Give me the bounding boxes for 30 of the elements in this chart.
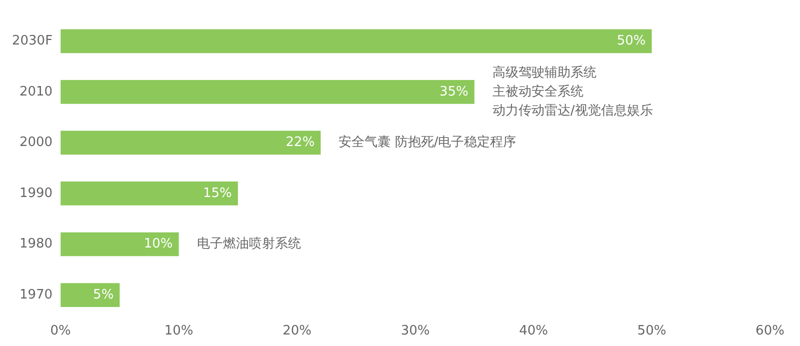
annotation: 动力传动雷达/视觉信息娱乐: [492, 103, 653, 118]
annotation: 电子燃油喷射系统: [196, 236, 301, 252]
bar: [60, 232, 179, 256]
bar: [60, 283, 120, 307]
x-tick-label: 20%: [282, 324, 312, 339]
data-label: 10%: [144, 236, 173, 252]
data-label: 5%: [93, 287, 114, 302]
data-label: 50%: [616, 34, 646, 49]
x-tick-label: 30%: [400, 324, 430, 339]
data-label: 35%: [439, 84, 468, 100]
bar: [60, 182, 238, 206]
y-tick-label: 1980: [19, 236, 53, 252]
y-tick-label: 2000: [19, 135, 53, 150]
annotation: 安全气囊 防抱死/电子稳定程序: [338, 134, 516, 150]
data-label: 15%: [203, 186, 232, 201]
data-label: 22%: [286, 135, 315, 150]
x-tick-label: 0%: [50, 324, 71, 339]
x-tick-label: 10%: [164, 324, 194, 339]
y-tick-label: 2010: [19, 84, 53, 100]
annotation: 主被动安全系统: [492, 83, 584, 100]
x-tick-label: 60%: [756, 324, 784, 339]
bar: [60, 80, 474, 104]
y-tick-label: 1970: [19, 287, 53, 302]
bar: [60, 130, 321, 155]
annotation: 高级驾驶辅助系统: [492, 64, 596, 80]
bar: [60, 29, 652, 54]
x-tick-label: 50%: [637, 324, 666, 339]
x-tick-label: 40%: [519, 324, 548, 339]
y-tick-label: 1990: [19, 186, 53, 201]
y-tick-label: 2030F: [12, 34, 53, 49]
